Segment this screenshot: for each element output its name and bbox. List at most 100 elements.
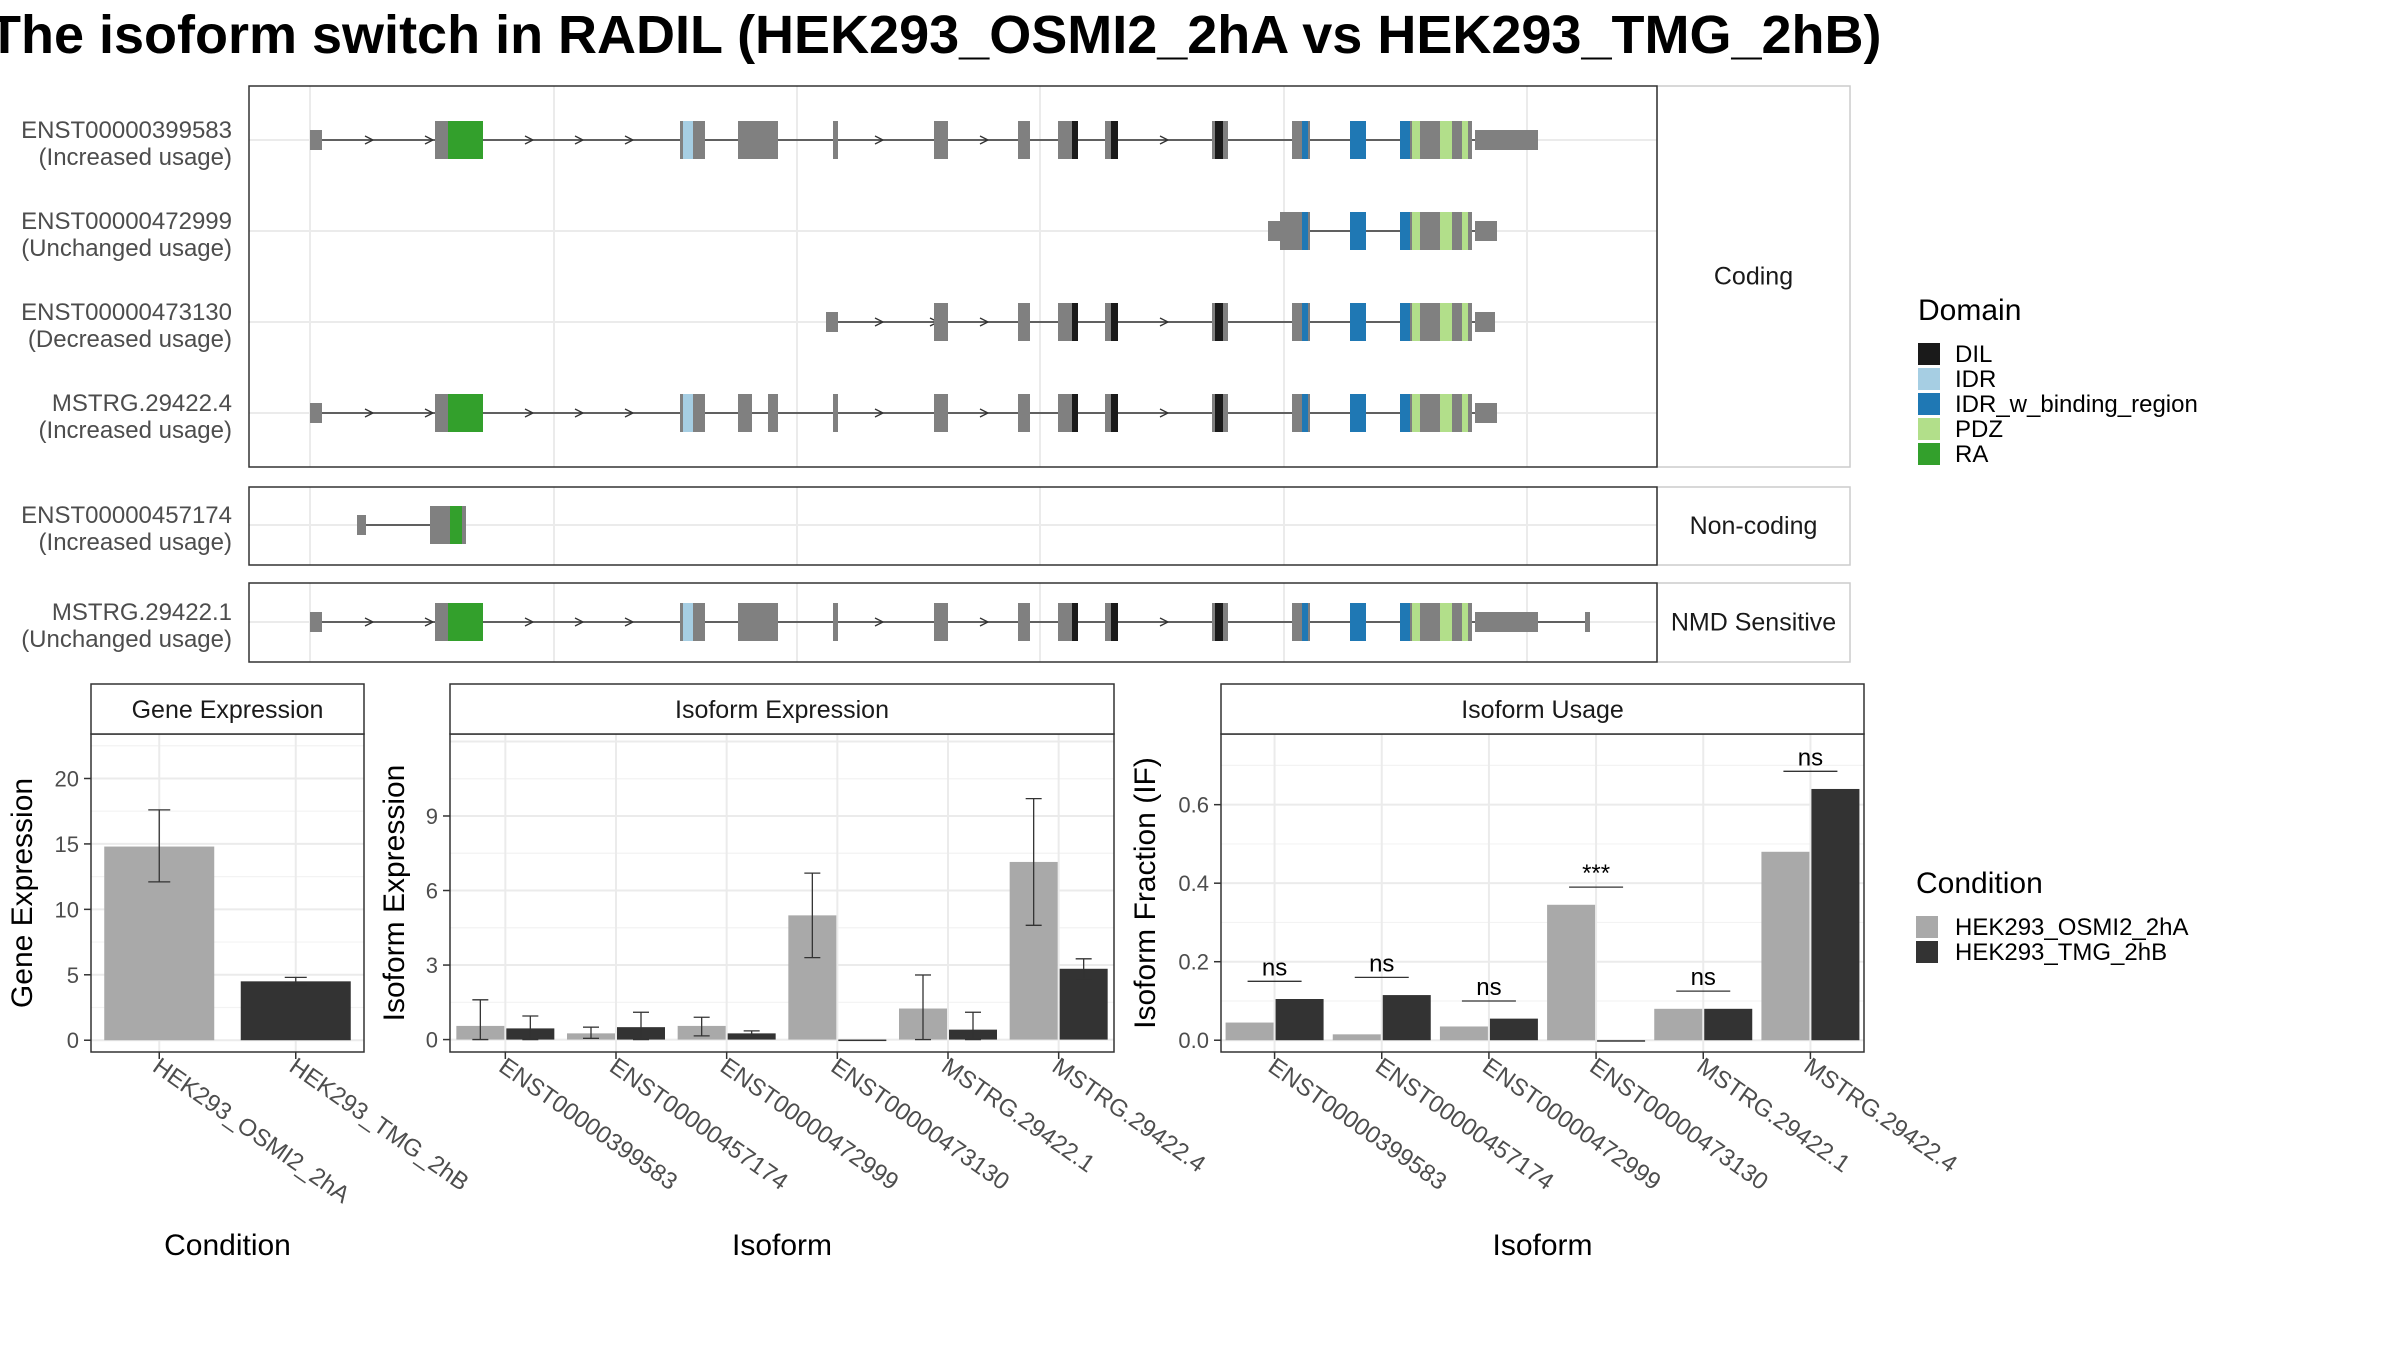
bar-panel-isoform-usage: ns ns ns *** ns ns Isoform Usage 0.0 0.2 0.4 0.6 EN… [1129, 683, 1962, 1262]
transcript-label: MSTRG.29422.4 [52, 390, 232, 417]
domain-RA [448, 121, 483, 159]
coding-exon [833, 603, 838, 641]
structure-facet-non-coding: Non-coding ENST00000457174(Increased usag… [21, 486, 1851, 566]
domain-DIL [1215, 303, 1223, 341]
structure-facet-nmd-sensitive: NMD Sensitive MSTRG.29422.1(Unchanged usa… [21, 582, 1851, 663]
bar [1704, 1008, 1753, 1041]
utr-exon [1475, 403, 1497, 423]
y-tick-label: 9 [426, 804, 438, 829]
utr-exon [310, 612, 322, 632]
bar [1654, 1008, 1703, 1041]
intron-arrow [874, 317, 885, 327]
domain-PDZ [1440, 303, 1452, 341]
coding-exon [1400, 212, 1472, 250]
structure-panel-border [248, 486, 1658, 566]
utr-exon [310, 130, 322, 150]
significance-label: ns [1262, 954, 1287, 981]
transcript-label: ENST00000473130 [21, 299, 232, 326]
x-tick-label: ENST00000473130 [1585, 1053, 1773, 1196]
x-axis-title: Isoform [1492, 1229, 1592, 1262]
domain-PDZ [1462, 603, 1468, 641]
transcript-label: ENST00000399583 [21, 117, 232, 144]
intron-arrow [624, 617, 635, 627]
domain-PDZ [1440, 121, 1452, 159]
intron-arrow [979, 135, 990, 145]
bar [1059, 968, 1108, 1040]
domain-PDZ [1462, 394, 1468, 432]
intron-arrow [574, 135, 585, 145]
bar [1382, 995, 1431, 1041]
legend-key-RA [1918, 443, 1940, 465]
bar [838, 1039, 887, 1042]
bar [1547, 904, 1596, 1041]
domain-PDZ [1462, 212, 1468, 250]
intron-arrow [1159, 408, 1170, 418]
transcript-usage-label: (Unchanged usage) [21, 235, 232, 262]
intron-arrow [364, 135, 375, 145]
intron-arrow [524, 617, 535, 627]
utr-exon [1475, 221, 1497, 241]
domain-DIL [1111, 603, 1118, 641]
transcript-usage-label: (Increased usage) [39, 144, 232, 171]
intron-arrow [424, 135, 435, 145]
y-tick-label: 0.4 [1178, 871, 1209, 896]
domain-IDR_w_binding_region [1302, 303, 1308, 341]
coding-exon [934, 603, 948, 641]
coding-exon [833, 394, 838, 432]
bar [1275, 999, 1324, 1041]
transcript-usage-label: (Increased usage) [39, 417, 232, 444]
legend-label: RA [1955, 441, 1988, 468]
coding-exon [1018, 303, 1030, 341]
transcript-label: ENST00000472999 [21, 208, 232, 235]
domain-IDR [683, 121, 693, 159]
legend-label: PDZ [1955, 416, 2003, 443]
facet-strip [1656, 85, 1851, 468]
utr-exon [310, 403, 322, 423]
coding-exon [1400, 603, 1472, 641]
domain-IDR_w_binding_region [1302, 603, 1308, 641]
intron-arrow [424, 617, 435, 627]
domain-PDZ [1440, 212, 1452, 250]
condition-legend-title: Condition [1916, 867, 2043, 900]
plot-background [1221, 734, 1864, 1052]
domain-PDZ [1412, 394, 1420, 432]
intron-arrow [424, 408, 435, 418]
domain-IDR_w_binding_region [1302, 394, 1308, 432]
utr-exon [826, 312, 838, 332]
legend-label: DIL [1955, 341, 1992, 368]
transcript-ENST00000399583: ENST00000399583(Increased usage) [21, 117, 1538, 171]
intron-arrow [364, 617, 375, 627]
intron-arrow [979, 408, 990, 418]
domain-PDZ [1462, 303, 1468, 341]
coding-exon [1018, 121, 1030, 159]
intron-arrow [624, 408, 635, 418]
coding-exon [1400, 121, 1472, 159]
coding-exon [738, 394, 752, 432]
domain-legend-title: Domain [1918, 294, 2021, 327]
domain-DIL [1072, 121, 1078, 159]
coding-exon [738, 121, 778, 159]
intron-arrow [979, 617, 990, 627]
significance-label: ns [1476, 974, 1501, 1001]
transcript-label: MSTRG.29422.1 [52, 599, 232, 626]
intron-arrow [874, 135, 885, 145]
legend-key-IDR_w_binding_region [1918, 393, 1940, 415]
x-tick-label: ENST00000457174 [1370, 1053, 1558, 1196]
y-tick-label: 0.0 [1178, 1028, 1209, 1053]
domain-PDZ [1412, 121, 1420, 159]
transcript-ENST00000473130: ENST00000473130(Decreased usage) [21, 299, 1495, 353]
y-tick-label: 0 [426, 1028, 438, 1053]
domain-PDZ [1412, 303, 1420, 341]
y-tick-label: 15 [55, 832, 79, 857]
domain-PDZ [1462, 121, 1468, 159]
y-tick-label: 0 [67, 1028, 79, 1053]
facet-strip [1656, 486, 1851, 566]
panel-strip [1220, 683, 1865, 735]
domain-IDR [683, 394, 693, 432]
significance-label: ns [1798, 744, 1823, 771]
domain-RA [448, 394, 483, 432]
domain-IDR_w_binding_region [1400, 303, 1410, 341]
domain-IDR_w_binding_region [1400, 394, 1410, 432]
legend-label: HEK293_OSMI2_2hA [1955, 914, 2188, 941]
